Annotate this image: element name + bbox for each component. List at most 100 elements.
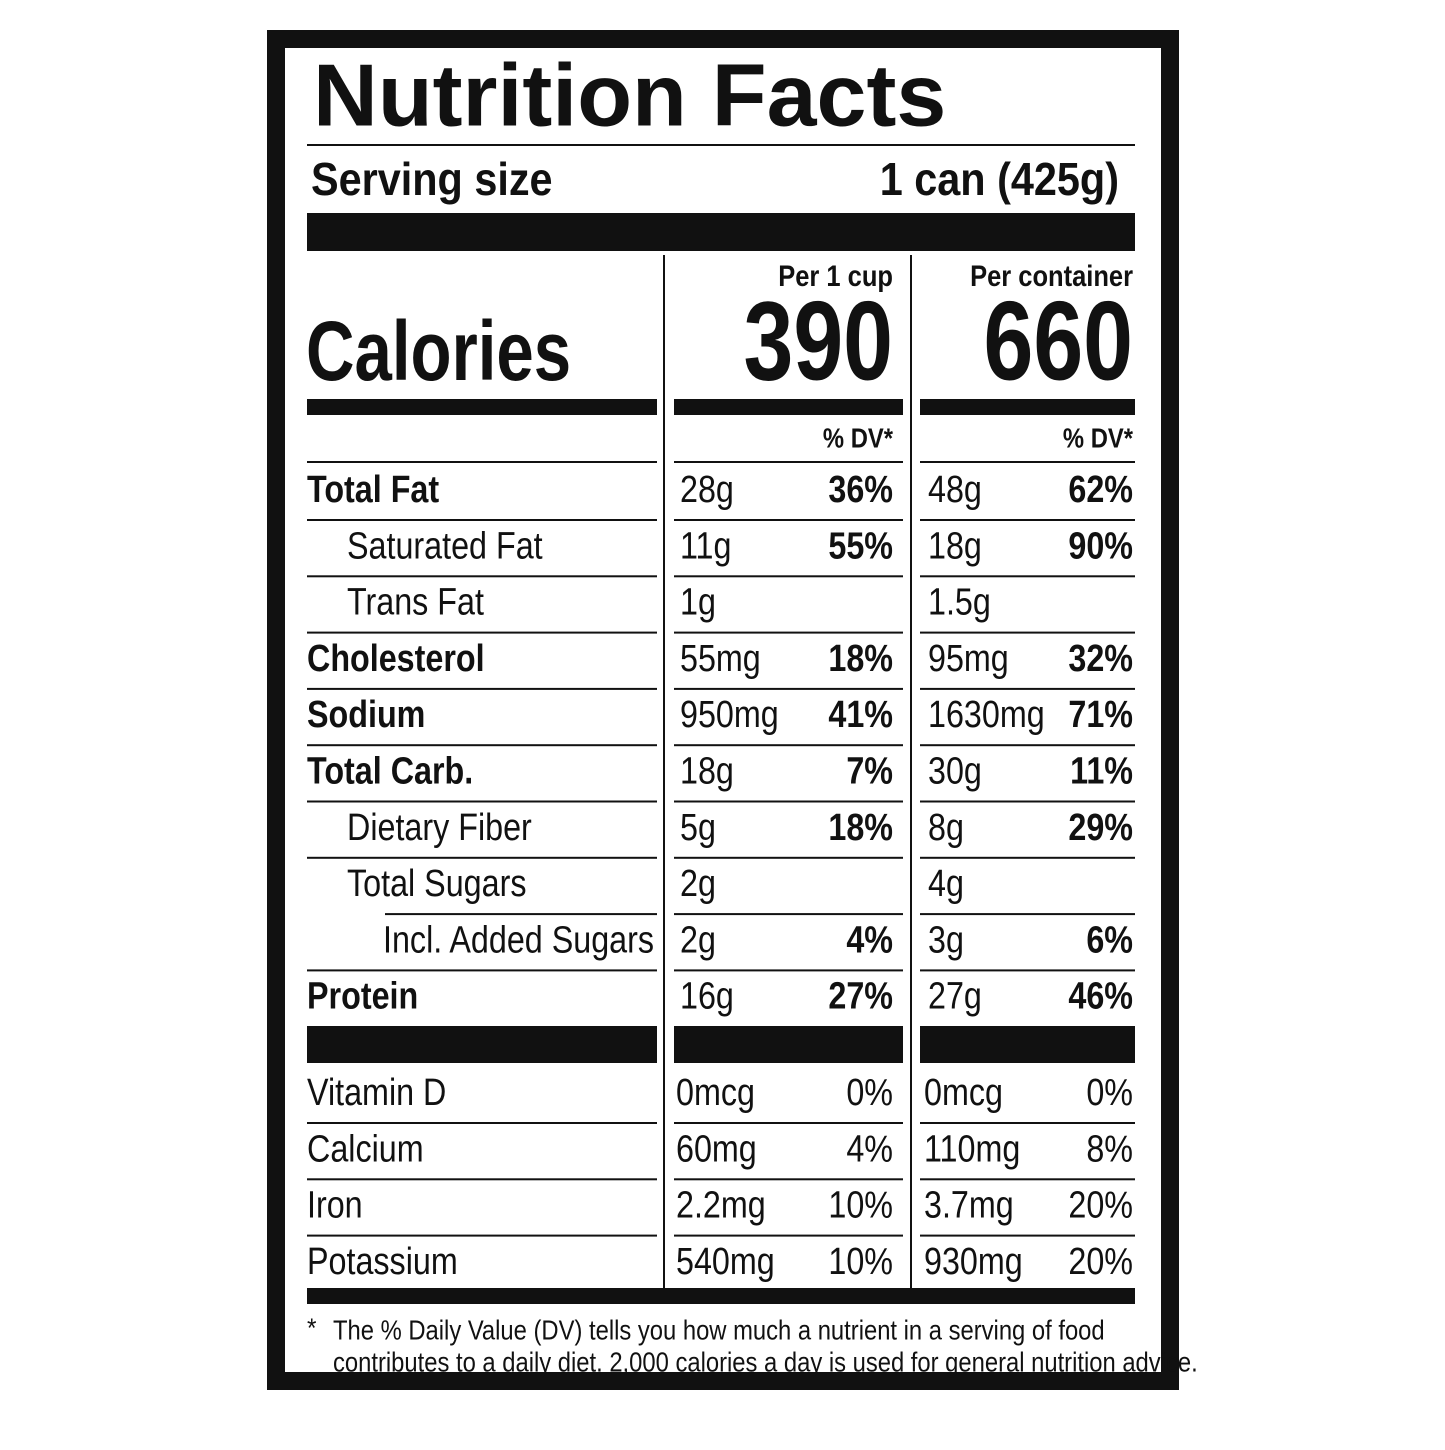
daily-value: 20% [1068, 1184, 1133, 1226]
amount: 110mg [924, 1128, 1020, 1170]
nutrient-name: Incl. Added Sugars [383, 919, 654, 961]
row-rule [920, 1178, 1135, 1181]
row-rule [307, 519, 657, 521]
amount: 1.5g [928, 581, 991, 623]
row-rule [674, 461, 903, 463]
amount: 18g [680, 750, 734, 792]
amount: 540mg [676, 1241, 775, 1283]
daily-value: 18% [828, 638, 893, 680]
nutrient-name: Trans Fat [347, 581, 484, 623]
section-bar [920, 1026, 1135, 1063]
amount: 28g [680, 469, 734, 511]
amount: 2g [680, 863, 716, 905]
amount: 950mg [680, 694, 779, 736]
calories-bar [307, 399, 657, 415]
row-rule [674, 800, 903, 803]
amount: 60mg [676, 1128, 757, 1170]
daily-value: 36% [828, 469, 893, 511]
amount: 1630mg [928, 694, 1045, 736]
amount: 27g [928, 975, 982, 1017]
nutrient-name: Sodium [307, 694, 425, 736]
amount: 3g [928, 919, 964, 961]
row-rule [307, 969, 657, 972]
row-rule [920, 913, 1135, 916]
column-divider [663, 255, 665, 1288]
daily-value: 71% [1068, 694, 1133, 736]
row-rule [307, 800, 657, 803]
calories-label: Calories [306, 305, 571, 399]
daily-value: 20% [1068, 1241, 1133, 1283]
row-rule [674, 744, 903, 747]
footnote-line: contributes to a daily diet. 2,000 calor… [333, 1346, 1198, 1378]
amount: 0mcg [676, 1072, 755, 1114]
row-rule [674, 575, 903, 578]
daily-value: 0% [1086, 1072, 1133, 1114]
serving-size: 1 can (425g) [880, 154, 1119, 206]
daily-value: 7% [846, 750, 893, 792]
daily-value: 46% [1068, 975, 1133, 1017]
amount: 4g [928, 863, 964, 905]
row-rule [674, 1122, 903, 1124]
amount: 16g [680, 975, 734, 1017]
row-rule [674, 519, 903, 521]
amount: 930mg [924, 1241, 1023, 1283]
section-bar [307, 1026, 657, 1063]
amount: 0mcg [924, 1072, 1003, 1114]
amount: 2g [680, 919, 716, 961]
amount: 55mg [680, 638, 761, 680]
daily-value: 32% [1068, 638, 1133, 680]
row-rule [307, 575, 657, 578]
border [267, 30, 1179, 1390]
footnote-line: The % Daily Value (DV) tells you how muc… [333, 1314, 1105, 1346]
footnote-marker: * [307, 1314, 316, 1343]
amount: 30g [928, 750, 982, 792]
daily-value: 18% [828, 806, 893, 848]
amount: 95mg [928, 638, 1009, 680]
column-heading: Per 1 cup [778, 259, 893, 292]
row-rule [385, 913, 657, 916]
vitamin-name: Calcium [307, 1128, 424, 1170]
row-rule [920, 519, 1135, 521]
daily-value: 29% [1068, 806, 1133, 848]
amount: 11g [680, 525, 731, 567]
row-rule [920, 461, 1135, 463]
amount: 5g [680, 806, 716, 848]
amount: 3.7mg [924, 1184, 1014, 1226]
row-rule [307, 631, 657, 634]
bottom-bar [307, 1288, 1135, 1304]
row-rule [674, 969, 903, 972]
row-rule [920, 687, 1135, 690]
row-rule [307, 856, 657, 859]
amount: 48g [928, 469, 982, 511]
section-bar [674, 1026, 903, 1063]
column-heading: Per container [970, 259, 1133, 292]
daily-value: 41% [828, 694, 893, 736]
vitamin-name: Iron [307, 1184, 363, 1226]
thick-bar [307, 213, 1135, 251]
row-rule [674, 856, 903, 859]
row-rule [920, 1122, 1135, 1124]
row-rule [920, 744, 1135, 747]
row-rule [920, 631, 1135, 634]
row-rule [674, 631, 903, 634]
daily-value: 11% [1070, 750, 1133, 792]
column-divider [910, 255, 912, 1288]
amount: 2.2mg [676, 1184, 766, 1226]
calories-bar [920, 399, 1135, 415]
daily-value: 4% [846, 1128, 893, 1170]
row-rule [920, 969, 1135, 972]
daily-value: 27% [828, 975, 893, 1017]
daily-value: 4% [846, 919, 893, 961]
rule [307, 144, 1135, 146]
row-rule [307, 744, 657, 747]
row-rule [674, 687, 903, 690]
row-rule [920, 856, 1135, 859]
row-rule [307, 1178, 657, 1181]
nutrient-name: Dietary Fiber [347, 806, 532, 848]
row-rule [920, 575, 1135, 578]
daily-value: 0% [846, 1072, 893, 1114]
nutrient-name: Total Carb. [307, 750, 473, 792]
row-rule [307, 461, 657, 463]
amount: 8g [928, 806, 964, 848]
row-rule [920, 1234, 1135, 1237]
